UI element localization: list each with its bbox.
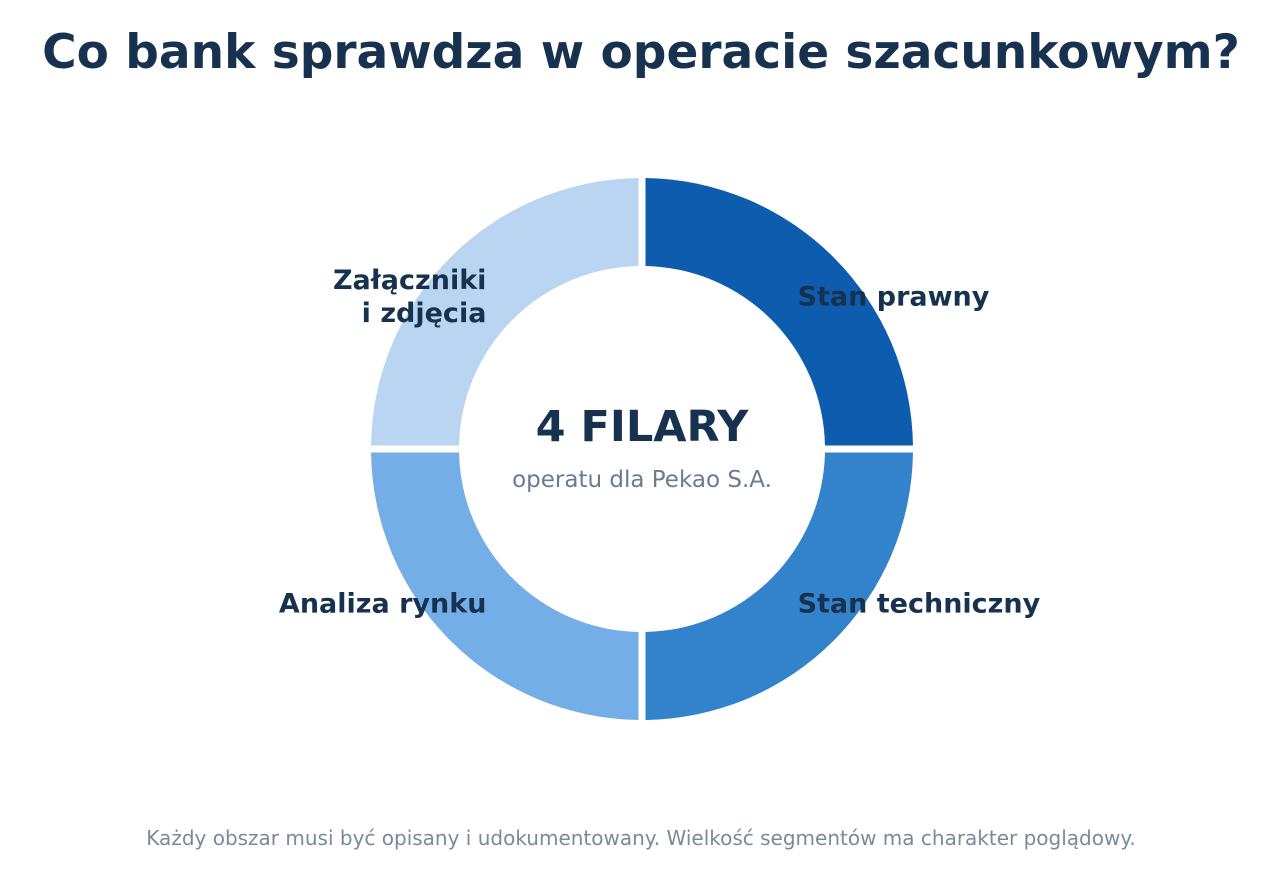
donut-segment-3 (371, 452, 639, 720)
footnote: Każdy obszar musi być opisany i udokumen… (146, 826, 1136, 850)
segment-label-1: Stan prawny (798, 282, 990, 313)
segment-label-2: Stan techniczny (798, 588, 1041, 619)
donut-segment-4 (371, 178, 639, 446)
segment-label-line: i zdjęcia (362, 298, 487, 329)
segment-label-line: Załączniki (333, 265, 486, 296)
center-subtitle: operatu dla Pekao S.A. (512, 467, 772, 493)
segment-label-3: Analiza rynku (279, 588, 487, 619)
segment-label-4: Załączniki i zdjęcia (333, 265, 486, 329)
donut-segments (371, 178, 913, 720)
donut-segment-1 (645, 178, 913, 446)
segment-label-line: Analiza rynku (279, 588, 487, 619)
chart-title: Co bank sprawdza w operacie szacunkowym? (42, 25, 1240, 80)
segment-label-line: Stan prawny (798, 282, 990, 313)
center-title: 4 FILARY (536, 402, 750, 452)
segment-labels: Stan prawny Stan techniczny Analiza rynku Z… (279, 265, 1041, 619)
donut-segment-2 (645, 452, 913, 720)
segment-label-line: Stan techniczny (798, 588, 1041, 619)
